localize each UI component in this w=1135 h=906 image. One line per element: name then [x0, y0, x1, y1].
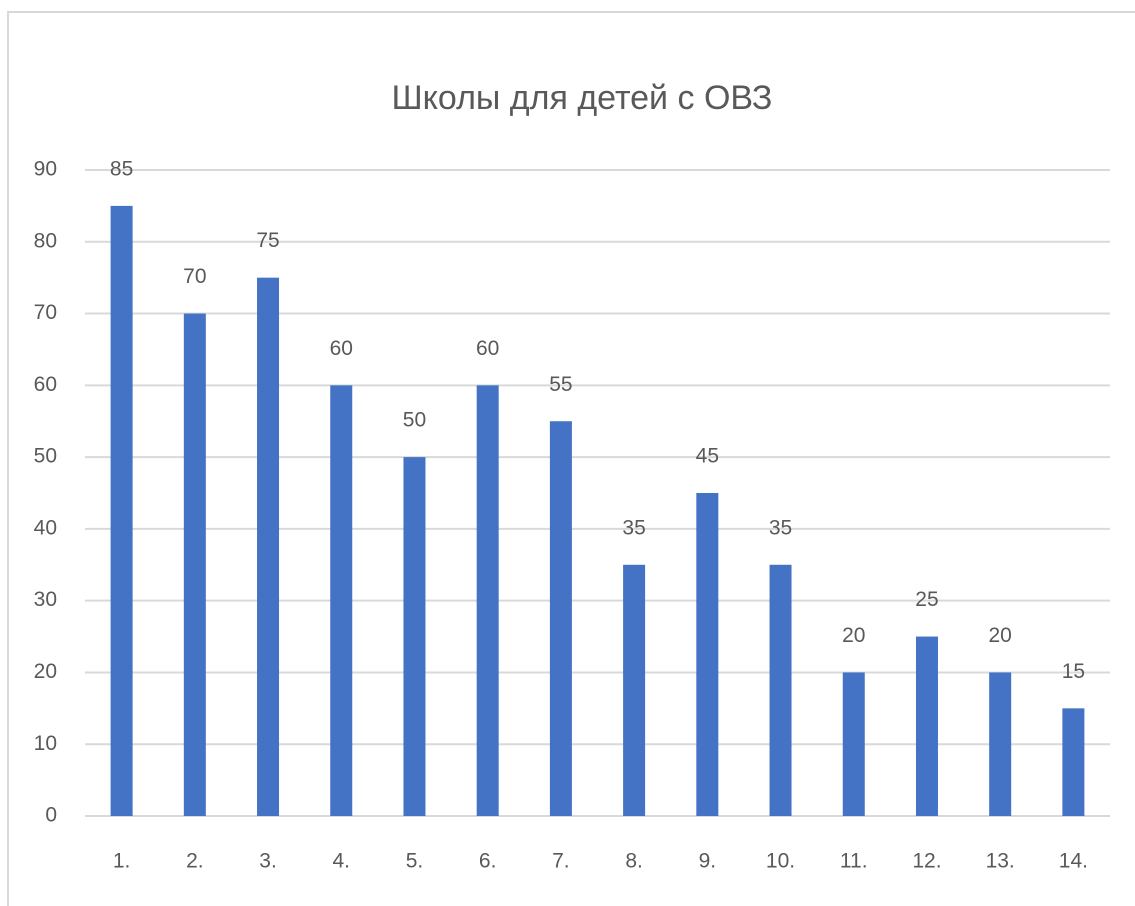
x-tick-label: 12. [912, 850, 941, 873]
x-tick-label: 13. [986, 850, 1015, 873]
bar [476, 385, 499, 816]
x-tick-label: 3. [259, 850, 277, 873]
bar [110, 205, 133, 816]
y-tick-label: 80 [34, 229, 57, 252]
x-tick-label: 10. [766, 850, 795, 873]
y-tick-label: 70 [34, 301, 57, 324]
data-label: 85 [110, 157, 133, 180]
y-tick-label: 30 [34, 588, 57, 611]
bar [403, 457, 426, 816]
bar [842, 672, 865, 816]
data-label: 20 [842, 624, 865, 647]
x-tick-label: 5. [406, 850, 424, 873]
x-tick-label: 6. [479, 850, 497, 873]
data-label: 15 [1062, 660, 1085, 683]
bar [915, 636, 938, 816]
x-tick-label: 2. [186, 850, 204, 873]
bar [257, 277, 280, 817]
y-tick-label: 60 [34, 373, 57, 396]
data-label: 55 [549, 373, 572, 396]
chart-title: Школы для детей с ОВЗ [392, 79, 773, 117]
bar [1062, 708, 1085, 816]
data-label: 25 [915, 588, 938, 611]
data-label: 60 [330, 337, 353, 360]
x-tick-label: 7. [552, 850, 570, 873]
bar [696, 493, 719, 816]
data-label: 20 [988, 624, 1011, 647]
bar [623, 564, 646, 816]
bar [549, 421, 572, 816]
bar [330, 385, 353, 816]
data-label: 75 [256, 229, 279, 252]
data-label: 50 [403, 409, 426, 432]
bar [769, 564, 792, 816]
y-tick-label: 20 [34, 660, 57, 683]
y-tick-label: 0 [45, 804, 57, 827]
y-tick-label: 40 [34, 516, 57, 539]
bar [183, 313, 206, 816]
data-label: 35 [622, 516, 645, 539]
x-tick-label: 1. [113, 850, 131, 873]
data-label: 70 [183, 265, 206, 288]
x-tick-label: 9. [699, 850, 717, 873]
data-label: 60 [476, 337, 499, 360]
bar [989, 672, 1012, 816]
y-tick-label: 50 [34, 445, 57, 468]
data-label: 35 [769, 516, 792, 539]
x-tick-label: 4. [332, 850, 350, 873]
data-label: 45 [696, 445, 719, 468]
y-tick-label: 90 [34, 158, 57, 181]
y-tick-label: 10 [34, 732, 57, 755]
x-tick-label: 11. [840, 850, 868, 873]
x-tick-label: 14. [1059, 850, 1088, 873]
x-tick-label: 8. [625, 850, 643, 873]
